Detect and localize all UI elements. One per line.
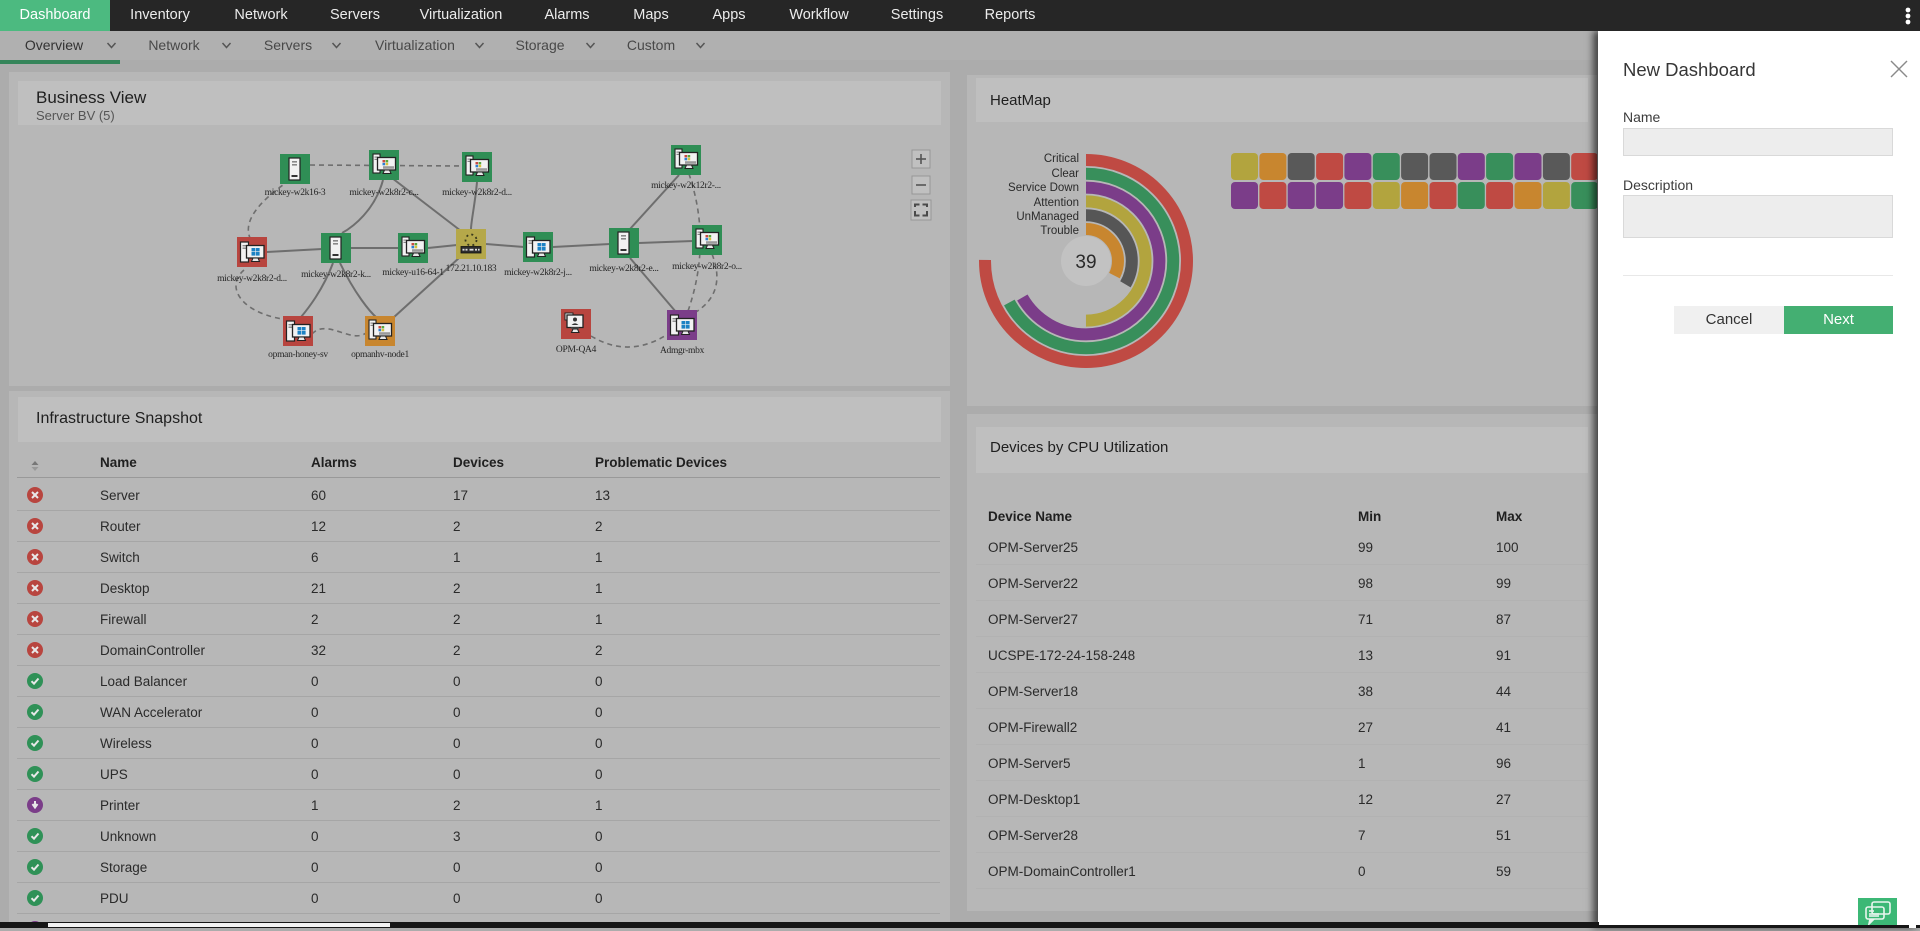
svg-text:OPM-QA4: OPM-QA4: [556, 345, 597, 355]
svg-text:mickey-w2k8r2-d...: mickey-w2k8r2-d...: [442, 188, 512, 198]
svg-text:Service Down: Service Down: [1008, 182, 1079, 194]
svg-text:Admgr-mbx: Admgr-mbx: [660, 346, 705, 356]
svg-text:Attention: Attention: [1034, 197, 1079, 209]
svg-text:opmanhv-node1: opmanhv-node1: [351, 350, 409, 360]
svg-text:mickey-w2k8r2-c...: mickey-w2k8r2-c...: [349, 188, 418, 198]
svg-text:mickey-w2k16-3: mickey-w2k16-3: [265, 188, 326, 198]
svg-text:mickey-w2k8r2-o...: mickey-w2k8r2-o...: [672, 262, 742, 272]
svg-text:Trouble: Trouble: [1040, 225, 1079, 237]
svg-text:mickey-w2k12r2-...: mickey-w2k12r2-...: [651, 181, 721, 191]
svg-text:Clear: Clear: [1052, 168, 1080, 180]
svg-text:mickey-u16-64-1: mickey-u16-64-1: [382, 268, 444, 278]
svg-text:opman-honey-sv: opman-honey-sv: [268, 350, 328, 360]
svg-text:mickey-w2k8r2-e...: mickey-w2k8r2-e...: [589, 264, 658, 274]
svg-text:UnManaged: UnManaged: [1016, 211, 1079, 223]
svg-text:mickey-w2k8r2-j...: mickey-w2k8r2-j...: [504, 268, 572, 278]
svg-text:mickey-w2k8r2-k...: mickey-w2k8r2-k...: [301, 270, 371, 280]
svg-text:mickey-w2k8r2-d...: mickey-w2k8r2-d...: [217, 274, 287, 284]
svg-text:39: 39: [1075, 252, 1096, 273]
svg-text:Critical: Critical: [1044, 153, 1079, 165]
svg-text:172.21.10.183: 172.21.10.183: [446, 264, 497, 274]
